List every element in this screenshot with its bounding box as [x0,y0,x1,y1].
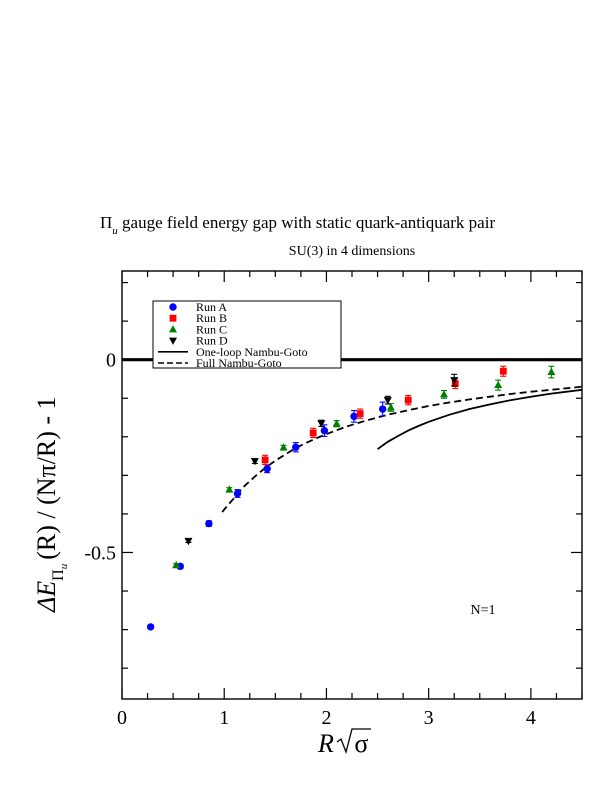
run-a-point [350,412,358,421]
run-d-point [317,420,326,428]
run-a-point [146,623,155,631]
x-axis-label-r: R [317,729,334,758]
chart-title: Πu gauge field energy gap with static qu… [100,213,495,237]
legend-run-d-symbol [169,337,177,345]
x-axis-label-sigma: σ [354,729,368,758]
legend-run-c-label: Run C [196,322,227,336]
run-b-point [451,380,459,387]
x-tick-label: 4 [526,707,536,729]
run-d-point [250,458,259,466]
x-tick-label: 3 [424,707,434,729]
run-d-point [450,377,459,385]
y-axis-label-rest: (R) / (Nπ/R) - 1 [32,396,61,559]
run-c-point [332,419,341,427]
x-tick-label: 0 [117,707,127,729]
x-tick-label: 1 [219,707,229,729]
chart-title-pi: Π [100,213,112,232]
run-b-point [356,410,364,418]
y-axis-label-sub-u: u [58,563,70,569]
x-axis-label-sqrt-sign [336,728,371,755]
annotation-n: N=1 [470,603,495,618]
run-c-point [440,390,448,398]
legend-run-c-symbol [169,325,177,333]
run-c-point [386,403,395,411]
full-nambu-goto-curve [221,385,583,513]
chart-title-rest: gauge field energy gap with static quark… [118,213,496,232]
legend-box [152,300,342,369]
run-c-point [279,443,288,451]
run-b-point [309,429,317,437]
legend-full-nambu-goto-label: Full Nambu-Goto [196,356,282,370]
y-tick-label: 0 [106,350,116,372]
y-axis-label-delta-e: ΔE [32,581,61,613]
run-b-point [499,367,507,375]
run-a-point [205,519,213,528]
run-a-point [292,443,300,451]
legend-one-loop-nambu-goto-label: One-loop Nambu-Goto [196,345,308,359]
legend-run-b-symbol [169,314,177,322]
chart-subtitle: SU(3) in 4 dimensions [289,244,415,259]
run-a-point [263,465,271,473]
x-axis-label: R σ [317,729,368,758]
run-c-point [547,367,556,376]
run-a-point [378,405,387,413]
chart-title-subscript: u [112,225,118,237]
run-a-point [320,426,329,435]
legend-run-a-symbol [169,303,177,311]
legend-run-b-label: Run B [196,311,227,325]
run-c-point [172,560,181,569]
y-axis-label: ΔEΠu (R) / (Nπ/R) - 1 [32,396,70,613]
y-tick-label: -0.5 [84,542,116,564]
run-c-point [494,380,503,389]
x-tick-label: 2 [321,707,331,729]
run-c-point [225,485,234,493]
run-d-point [383,397,392,405]
svg-text:ΔEΠu(R) / (Nπ/R) - 1: ΔEΠu (R) / (Nπ/R) - 1 [32,396,70,613]
run-a-point [176,562,184,571]
legend-run-a-label: Run A [196,300,227,314]
run-d-point [184,537,193,546]
run-a-point [233,489,242,498]
run-b-point [404,396,412,404]
one-loop-nambu-goto-curve [377,388,583,450]
y-axis-label-sub-pi: Π [50,569,67,581]
run-b-point [261,456,269,464]
legend-run-d-label: Run D [196,334,228,348]
